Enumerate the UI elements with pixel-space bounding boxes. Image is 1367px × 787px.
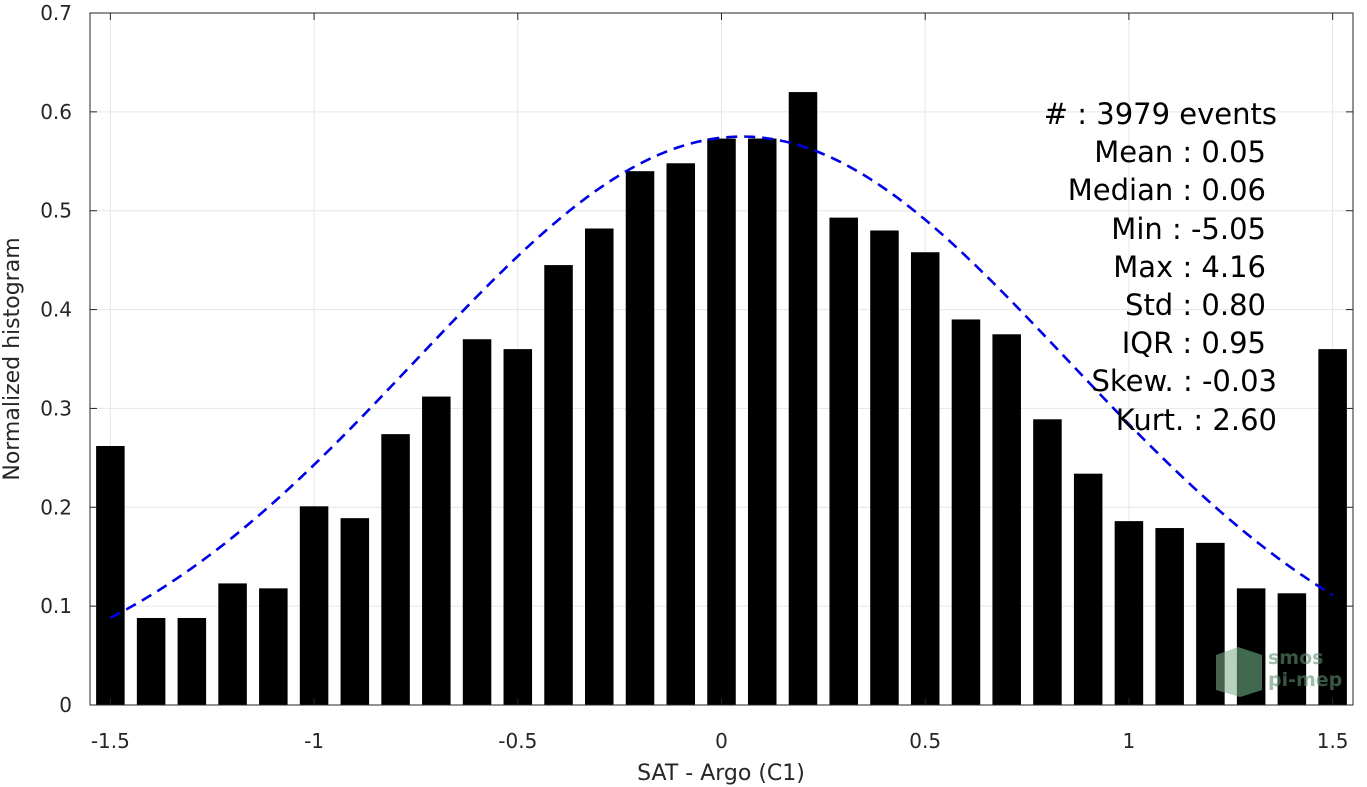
y-tick-label-0: 0 xyxy=(59,693,72,717)
bar-0 xyxy=(96,445,125,705)
y-tick-label-2: 0.2 xyxy=(40,495,72,519)
x-tick-label-5: 1 xyxy=(1123,729,1136,753)
bar-29 xyxy=(1277,593,1307,705)
logo-mark-shade-icon xyxy=(1238,647,1262,697)
bar-17 xyxy=(788,92,818,706)
axis-ticks xyxy=(90,12,1353,706)
y-tick-label-7: 0.7 xyxy=(40,1,72,25)
x-tick-label-0: -1.5 xyxy=(91,729,130,753)
stat-skew: Skew. : -0.03 xyxy=(1091,364,1277,398)
x-axis-label: SAT - Argo (C1) xyxy=(637,761,805,786)
bar-9 xyxy=(462,339,492,705)
stat-iqr: IQR : 0.95 xyxy=(1122,326,1266,360)
bar-1 xyxy=(136,618,166,705)
bar-10 xyxy=(503,349,533,705)
smos-pimep-logo: smos pi-mep xyxy=(1216,647,1342,697)
gaussian-fit-curve xyxy=(109,135,1334,620)
histogram-bars xyxy=(96,92,1347,706)
bar-21 xyxy=(951,319,981,705)
statistics-annotation: # : 3979 events Mean : 0.05 Median : 0.0… xyxy=(1044,97,1277,437)
logo-text-smos: smos xyxy=(1268,647,1323,669)
bar-16 xyxy=(747,138,777,705)
y-tick-label-4: 0.4 xyxy=(40,298,72,322)
bar-20 xyxy=(910,252,940,705)
bar-3 xyxy=(218,583,247,705)
y-tick-label-3: 0.3 xyxy=(40,396,72,420)
bar-7 xyxy=(381,434,410,705)
bar-25 xyxy=(1114,521,1144,705)
bar-12 xyxy=(585,228,614,705)
y-tick-label-5: 0.5 xyxy=(40,199,72,223)
bar-11 xyxy=(544,265,573,705)
bar-4 xyxy=(259,588,288,705)
stat-median: Median : 0.06 xyxy=(1068,173,1266,207)
y-axis-label: Normalized histogram xyxy=(0,237,25,480)
bar-26 xyxy=(1155,528,1184,705)
x-tick-label-3: 0 xyxy=(715,729,728,753)
bar-6 xyxy=(340,518,370,705)
y-tick-labels: 0 0.1 0.2 0.3 0.4 0.5 0.6 0.7 xyxy=(40,1,72,717)
bar-18 xyxy=(829,217,858,706)
x-tick-label-4: 0.5 xyxy=(909,729,941,753)
bar-14 xyxy=(666,163,696,705)
y-tick-label-1: 0.1 xyxy=(40,594,72,618)
bar-15 xyxy=(707,138,736,705)
bar-30 xyxy=(1318,349,1347,705)
stat-std: Std : 0.80 xyxy=(1125,288,1266,322)
y-tick-label-6: 0.6 xyxy=(40,100,72,124)
bar-23 xyxy=(1033,419,1062,705)
x-tick-label-2: -0.5 xyxy=(498,729,537,753)
x-tick-label-6: 1.5 xyxy=(1317,729,1349,753)
stat-mean: Mean : 0.05 xyxy=(1094,135,1266,169)
bar-5 xyxy=(299,506,329,705)
x-tick-labels: -1.5 -1 -0.5 0 0.5 1 1.5 xyxy=(91,729,1349,753)
x-tick-label-1: -1 xyxy=(304,729,324,753)
logo-mark-icon xyxy=(1216,647,1262,697)
stat-kurt: Kurt. : 2.60 xyxy=(1116,403,1277,437)
stat-events: # : 3979 events xyxy=(1044,97,1277,131)
stat-min: Min : -5.05 xyxy=(1111,212,1266,246)
stat-max: Max : 4.16 xyxy=(1113,250,1266,284)
logo-text-pimep: pi-mep xyxy=(1268,669,1342,691)
bar-8 xyxy=(422,396,451,705)
bar-13 xyxy=(625,171,655,705)
bar-2 xyxy=(177,618,207,705)
bar-19 xyxy=(870,230,899,705)
bar-22 xyxy=(992,334,1021,705)
bar-24 xyxy=(1073,473,1103,705)
